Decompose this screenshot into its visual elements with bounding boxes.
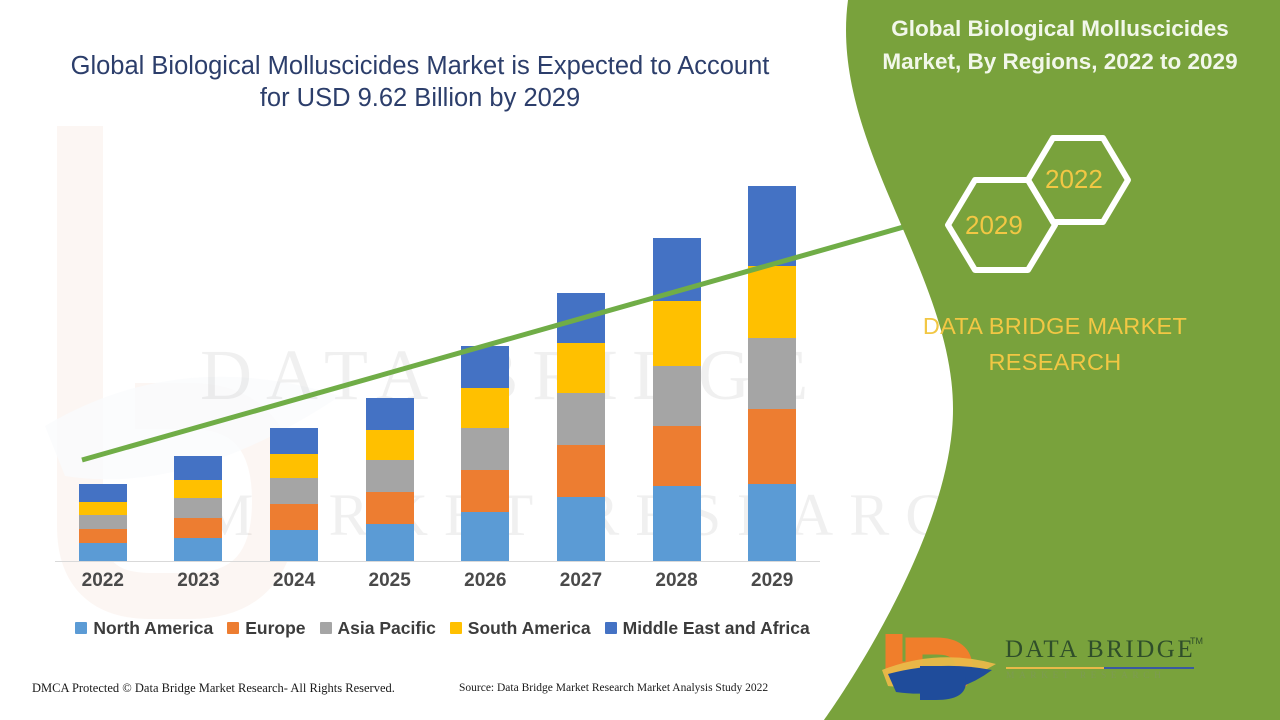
bar-segment	[270, 504, 319, 530]
hex-year-2029: 2029	[965, 210, 1023, 240]
bar-segment	[270, 530, 319, 561]
hex-year-2022: 2022	[1045, 164, 1103, 194]
legend-label: Asia Pacific	[337, 617, 436, 638]
x-axis-line	[55, 561, 820, 562]
bar-segment	[556, 343, 605, 393]
dmca-notice: DMCA Protected © Data Bridge Market Rese…	[32, 681, 395, 695]
bar-stack-2026	[461, 346, 510, 561]
bar-segment	[461, 388, 510, 428]
brand-line-1: DATA BRIDGE MARKET	[922, 313, 1188, 339]
bar-stack-2025	[365, 398, 414, 561]
bar-segment	[365, 460, 414, 492]
legend-item[interactable]: Europe	[227, 617, 306, 639]
hexagon-badges: 2029 2022	[820, 125, 1280, 295]
bar-segment	[748, 484, 797, 561]
bar-segment	[461, 428, 510, 470]
legend-item[interactable]: South America	[449, 617, 591, 639]
bar-segment	[652, 486, 701, 561]
legend-item[interactable]: Middle East and Africa	[604, 617, 810, 639]
bar-segment	[461, 470, 510, 512]
bar-segment	[365, 430, 414, 460]
bar-segment	[748, 186, 797, 266]
logo-tagline: MARKET RESEARCH	[1006, 671, 1166, 681]
bar-stack-2028	[652, 238, 701, 561]
x-tick-label-2024: 2024	[272, 570, 316, 591]
bar-segment	[270, 454, 319, 478]
bar-segment	[78, 543, 127, 561]
bar-segment	[174, 518, 223, 538]
bar-stack-2029	[748, 186, 797, 561]
x-tick-label-2029: 2029	[751, 570, 794, 591]
brand-panel: Global Biological Molluscicides Market, …	[820, 0, 1280, 720]
bar-segment	[174, 498, 223, 518]
x-tick-label-2025: 2025	[368, 570, 411, 591]
bar-segment	[748, 409, 797, 484]
legend-swatch-icon	[227, 622, 240, 634]
bar-segment	[556, 497, 605, 561]
logo-wordmark: DATA BRIDGE	[1005, 636, 1196, 663]
x-tick-label-2022: 2022	[81, 570, 124, 591]
bar-segment	[652, 366, 701, 426]
logo-trademark: TM	[1190, 636, 1203, 646]
bar-stack-2022	[78, 484, 127, 561]
legend-label: South America	[467, 617, 591, 638]
bar-segment	[270, 428, 319, 454]
legend-label: North America	[93, 617, 214, 638]
legend-swatch-icon	[449, 622, 462, 634]
bar-segment	[174, 538, 223, 561]
bar-segment	[78, 515, 127, 529]
logo-divider	[1006, 667, 1194, 669]
x-tick-label-2026: 2026	[464, 570, 507, 591]
bar-segment	[652, 426, 701, 486]
x-tick-label-2028: 2028	[655, 570, 698, 591]
x-axis-labels: 2022 2023 2024 2025 2026 2027 2028 2029	[55, 570, 820, 596]
bar-segment	[556, 393, 605, 445]
x-tick-label-2023: 2023	[177, 570, 220, 591]
bar-stack-2024	[270, 428, 319, 561]
legend-label: Middle East and Africa	[622, 617, 810, 638]
hexagon-outline-icons	[945, 135, 1131, 273]
panel-background-shape	[824, 0, 1280, 720]
brand-line-2: RESEARCH	[988, 349, 1122, 375]
bar-segment	[556, 293, 605, 343]
legend-item[interactable]: North America	[75, 618, 213, 639]
brand-name: DATA BRIDGE MARKET RESEARCH	[860, 308, 1250, 380]
bar-segment	[748, 266, 797, 338]
legend-item[interactable]: Asia Pacific	[319, 617, 436, 639]
data-bridge-logo: DATA BRIDGE TM MARKET RESEARCH	[880, 630, 1240, 702]
bar-stack-2023	[174, 456, 223, 561]
legend-swatch-icon	[604, 622, 617, 634]
bar-segment	[461, 346, 510, 388]
source-note: Source: Data Bridge Market Research Mark…	[459, 682, 769, 694]
bar-segment	[174, 480, 223, 498]
bar-segment	[748, 338, 797, 409]
footer: DMCA Protected © Data Bridge Market Rese…	[0, 681, 850, 707]
bar-segment	[652, 238, 701, 301]
bar-segment	[365, 524, 414, 561]
bar-segment	[365, 398, 414, 430]
bar-segment	[365, 492, 414, 524]
bar-segment	[78, 529, 127, 543]
bar-segment	[461, 512, 510, 561]
bar-segment	[78, 502, 127, 515]
bar-segment	[270, 478, 319, 504]
chart-plot-area	[55, 150, 830, 562]
legend-swatch-icon	[319, 622, 332, 634]
legend-swatch-icon	[75, 622, 88, 634]
bar-segment	[174, 456, 223, 480]
bar-series-container	[55, 161, 820, 561]
bar-segment	[556, 445, 605, 497]
panel-title: Global Biological Molluscicides Market, …	[882, 16, 1238, 74]
x-tick-label-2027: 2027	[559, 570, 603, 591]
chart-legend: North America Europe Asia Pacific South Ame…	[55, 616, 830, 640]
legend-label: Europe	[245, 617, 306, 638]
page-title: Global Biological Molluscicides Market i…	[70, 52, 770, 112]
bar-segment	[78, 484, 127, 502]
bar-stack-2027	[556, 293, 605, 561]
logo-mark-icon	[882, 634, 996, 700]
bar-segment	[652, 301, 701, 366]
